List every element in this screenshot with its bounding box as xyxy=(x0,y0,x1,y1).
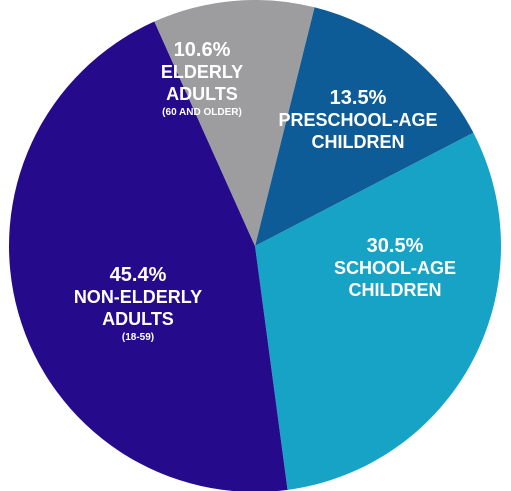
pie-slice-preschool xyxy=(255,7,474,247)
slice-label-percent-school: 30.5% xyxy=(367,235,424,257)
pie-slice-school xyxy=(255,132,501,490)
pie-slice-nonelderly xyxy=(9,21,288,491)
slice-label-percent-preschool: 13.5% xyxy=(330,87,387,109)
pie-slices xyxy=(9,0,501,491)
slice-label-name-nonelderly-2: ADULTS xyxy=(102,309,174,329)
slice-label-name-nonelderly-1: NON-ELDERLY xyxy=(74,287,202,307)
slice-label-percent-elderly: 10.6% xyxy=(174,39,231,61)
slice-label-name-school-1: SCHOOL-AGE xyxy=(334,258,456,278)
slice-label-name-school-2: CHILDREN xyxy=(349,280,442,300)
slice-label-sub-nonelderly: (18-59) xyxy=(122,332,154,343)
pie-labels: 13.5%PRESCHOOL-AGECHILDREN30.5%SCHOOL-AG… xyxy=(74,39,456,343)
slice-label-sub-elderly: (60 AND OLDER) xyxy=(162,107,242,118)
slice-label-name-preschool-1: PRESCHOOL-AGE xyxy=(278,110,437,130)
slice-label-name-preschool-2: CHILDREN xyxy=(312,132,405,152)
slice-label-percent-nonelderly: 45.4% xyxy=(110,264,167,286)
pie-slice-elderly xyxy=(154,0,315,247)
slice-label-name-elderly-2: ADULTS xyxy=(166,84,238,104)
slice-label-name-elderly-1: ELDERLY xyxy=(161,62,243,82)
